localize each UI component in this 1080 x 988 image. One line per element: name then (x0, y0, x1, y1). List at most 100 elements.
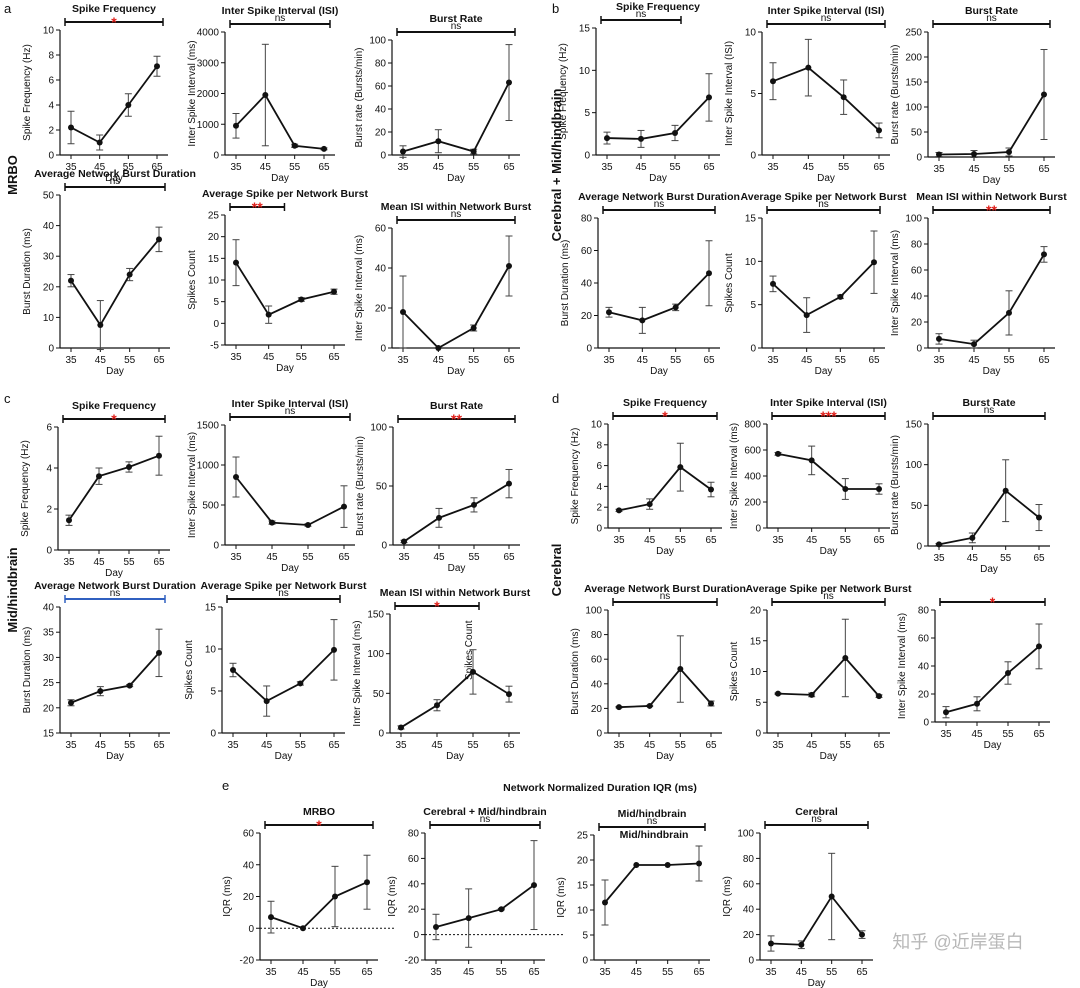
y-axis-label: IQR (ms) (222, 876, 233, 917)
y-tick-label: 5 (750, 300, 756, 311)
panel-label-d: d (552, 391, 559, 406)
y-axis-label: IQR (ms) (722, 876, 733, 917)
data-point (1006, 149, 1012, 155)
x-tick-label: 55 (123, 557, 135, 568)
x-tick-label: 55 (468, 162, 480, 173)
chart-title: Inter Spike Interval (ISI) (770, 397, 887, 409)
sig-marker: * (990, 594, 996, 610)
sig-marker: ns (986, 13, 997, 24)
chart-title: Burst Rate (962, 397, 1015, 409)
panel-label-c: c (4, 391, 11, 406)
x-tick-label: 65 (503, 162, 515, 173)
y-tick-label: 0 (248, 924, 254, 935)
data-point (531, 882, 537, 889)
x-tick-label: 45 (806, 535, 818, 546)
y-axis-label: Burst rate (Bursts/min) (890, 435, 901, 535)
sig-marker: * (316, 817, 322, 833)
y-axis-label: Spikes Count (729, 642, 740, 702)
data-point (156, 452, 162, 459)
y-tick-label: 0 (378, 729, 384, 740)
y-tick-label: 0 (596, 524, 602, 535)
y-tick-label: 200 (744, 498, 761, 509)
sig-marker: ns (660, 591, 671, 602)
x-tick-label: 55 (1003, 355, 1015, 366)
y-tick-label: 20 (581, 311, 593, 322)
x-axis-label: Day (271, 173, 289, 184)
data-point (708, 700, 714, 707)
y-tick-label: 20 (918, 690, 930, 701)
chart-b1: 0 5 10 15 35 45 55 65 Day Spike Frequency (Hz) Spi… (558, 1, 720, 184)
y-tick-label: 15 (43, 729, 55, 740)
data-point (638, 135, 644, 142)
chart-b4: 0 20 40 60 80 35 45 55 65 Day Burst Duration (ms) A… (560, 191, 740, 377)
series-line (608, 272, 710, 322)
x-axis-label: Day (656, 751, 674, 762)
y-tick-label: 30 (43, 252, 55, 263)
y-tick-label: 10 (591, 420, 603, 431)
y-tick-label: 0 (213, 541, 219, 552)
chart-c5: 0 5 10 15 35 45 55 65 Day Spikes Count Average Spi… (184, 580, 367, 762)
chart-e2: -20 0 20 40 60 80 35 45 55 65 IQR (ms) Cerebral + M… (387, 806, 563, 978)
series-line (435, 884, 535, 928)
overlay-midhind-title: Mid/hindbrain (620, 829, 689, 841)
chart-b3: 0 50 100 150 200 250 35 45 55 65 Day Burst rate (Bu… (890, 5, 1055, 186)
chart-c3: 0 50 100 35 45 55 65 Day Burst rate (Bursts/min)… (355, 400, 520, 574)
data-point (263, 698, 270, 705)
x-tick-label: 55 (468, 355, 480, 366)
x-tick-label: 55 (675, 740, 687, 751)
y-tick-label: 30 (43, 653, 55, 664)
data-point (269, 519, 275, 526)
y-tick-label: 1000 (197, 120, 220, 131)
data-point (233, 259, 239, 266)
x-tick-label: 55 (124, 740, 136, 751)
x-tick-label: 65 (328, 740, 340, 751)
data-point (436, 514, 442, 521)
y-tick-label: 20 (408, 905, 420, 916)
data-point (602, 899, 608, 906)
y-tick-label: 8 (48, 51, 54, 62)
x-tick-label: 55 (1003, 164, 1015, 175)
data-point (842, 654, 849, 661)
data-point (808, 691, 815, 698)
chart-title: Average Network Burst Duration (578, 191, 740, 203)
data-point (400, 148, 406, 155)
chart-title: Inter Spike Interval (ISI) (222, 5, 339, 17)
sig-marker: * (111, 14, 117, 30)
data-point (798, 941, 805, 948)
y-tick-label: 60 (918, 634, 930, 645)
y-tick-label: 5 (582, 931, 588, 942)
sig-marker: ns (451, 21, 462, 32)
data-point (401, 538, 407, 545)
x-tick-label: 55 (669, 162, 681, 173)
y-axis-label: Spike Frequency (Hz) (558, 43, 569, 140)
y-tick-label: 50 (911, 128, 923, 139)
series-line (777, 453, 879, 490)
x-tick-label: 35 (398, 552, 410, 563)
data-point (1005, 670, 1011, 676)
y-tick-label: 20 (577, 856, 589, 867)
chart-e1: -20 0 20 40 60 35 45 55 65 Day IQR (ms) MRBO* (222, 806, 396, 988)
chart-title: Inter Spike Interval (ISI) (232, 398, 349, 410)
x-tick-label: 45 (93, 557, 105, 568)
sig-marker: ns (984, 405, 995, 416)
y-axis-label: Spikes Count (724, 253, 735, 313)
chart-a4: 0 10 20 30 40 50 35 45 55 65 Day Burst Duration (ms… (22, 168, 196, 377)
x-tick-label: 45 (433, 552, 445, 563)
y-axis-label: Inter Spike Interval (ISI) (724, 41, 735, 146)
chart-a3: 0 20 40 60 80 100 35 45 55 65 Day Burst rate (Burst… (354, 13, 520, 184)
y-tick-label: 0 (748, 956, 754, 967)
series-line (938, 94, 1045, 156)
chart-title: Average Spike per Network Burst (741, 191, 907, 203)
y-tick-label: 5 (584, 108, 590, 119)
y-tick-label: 0 (210, 729, 216, 740)
x-tick-label: 35 (265, 967, 277, 978)
data-point (230, 667, 236, 673)
panel-label-a: a (4, 1, 12, 16)
x-tick-label: 35 (767, 162, 779, 173)
x-tick-label: 65 (1033, 553, 1045, 564)
data-point (808, 457, 815, 464)
data-point (775, 450, 781, 457)
y-tick-label: 60 (591, 655, 603, 666)
x-tick-label: 65 (503, 552, 515, 563)
